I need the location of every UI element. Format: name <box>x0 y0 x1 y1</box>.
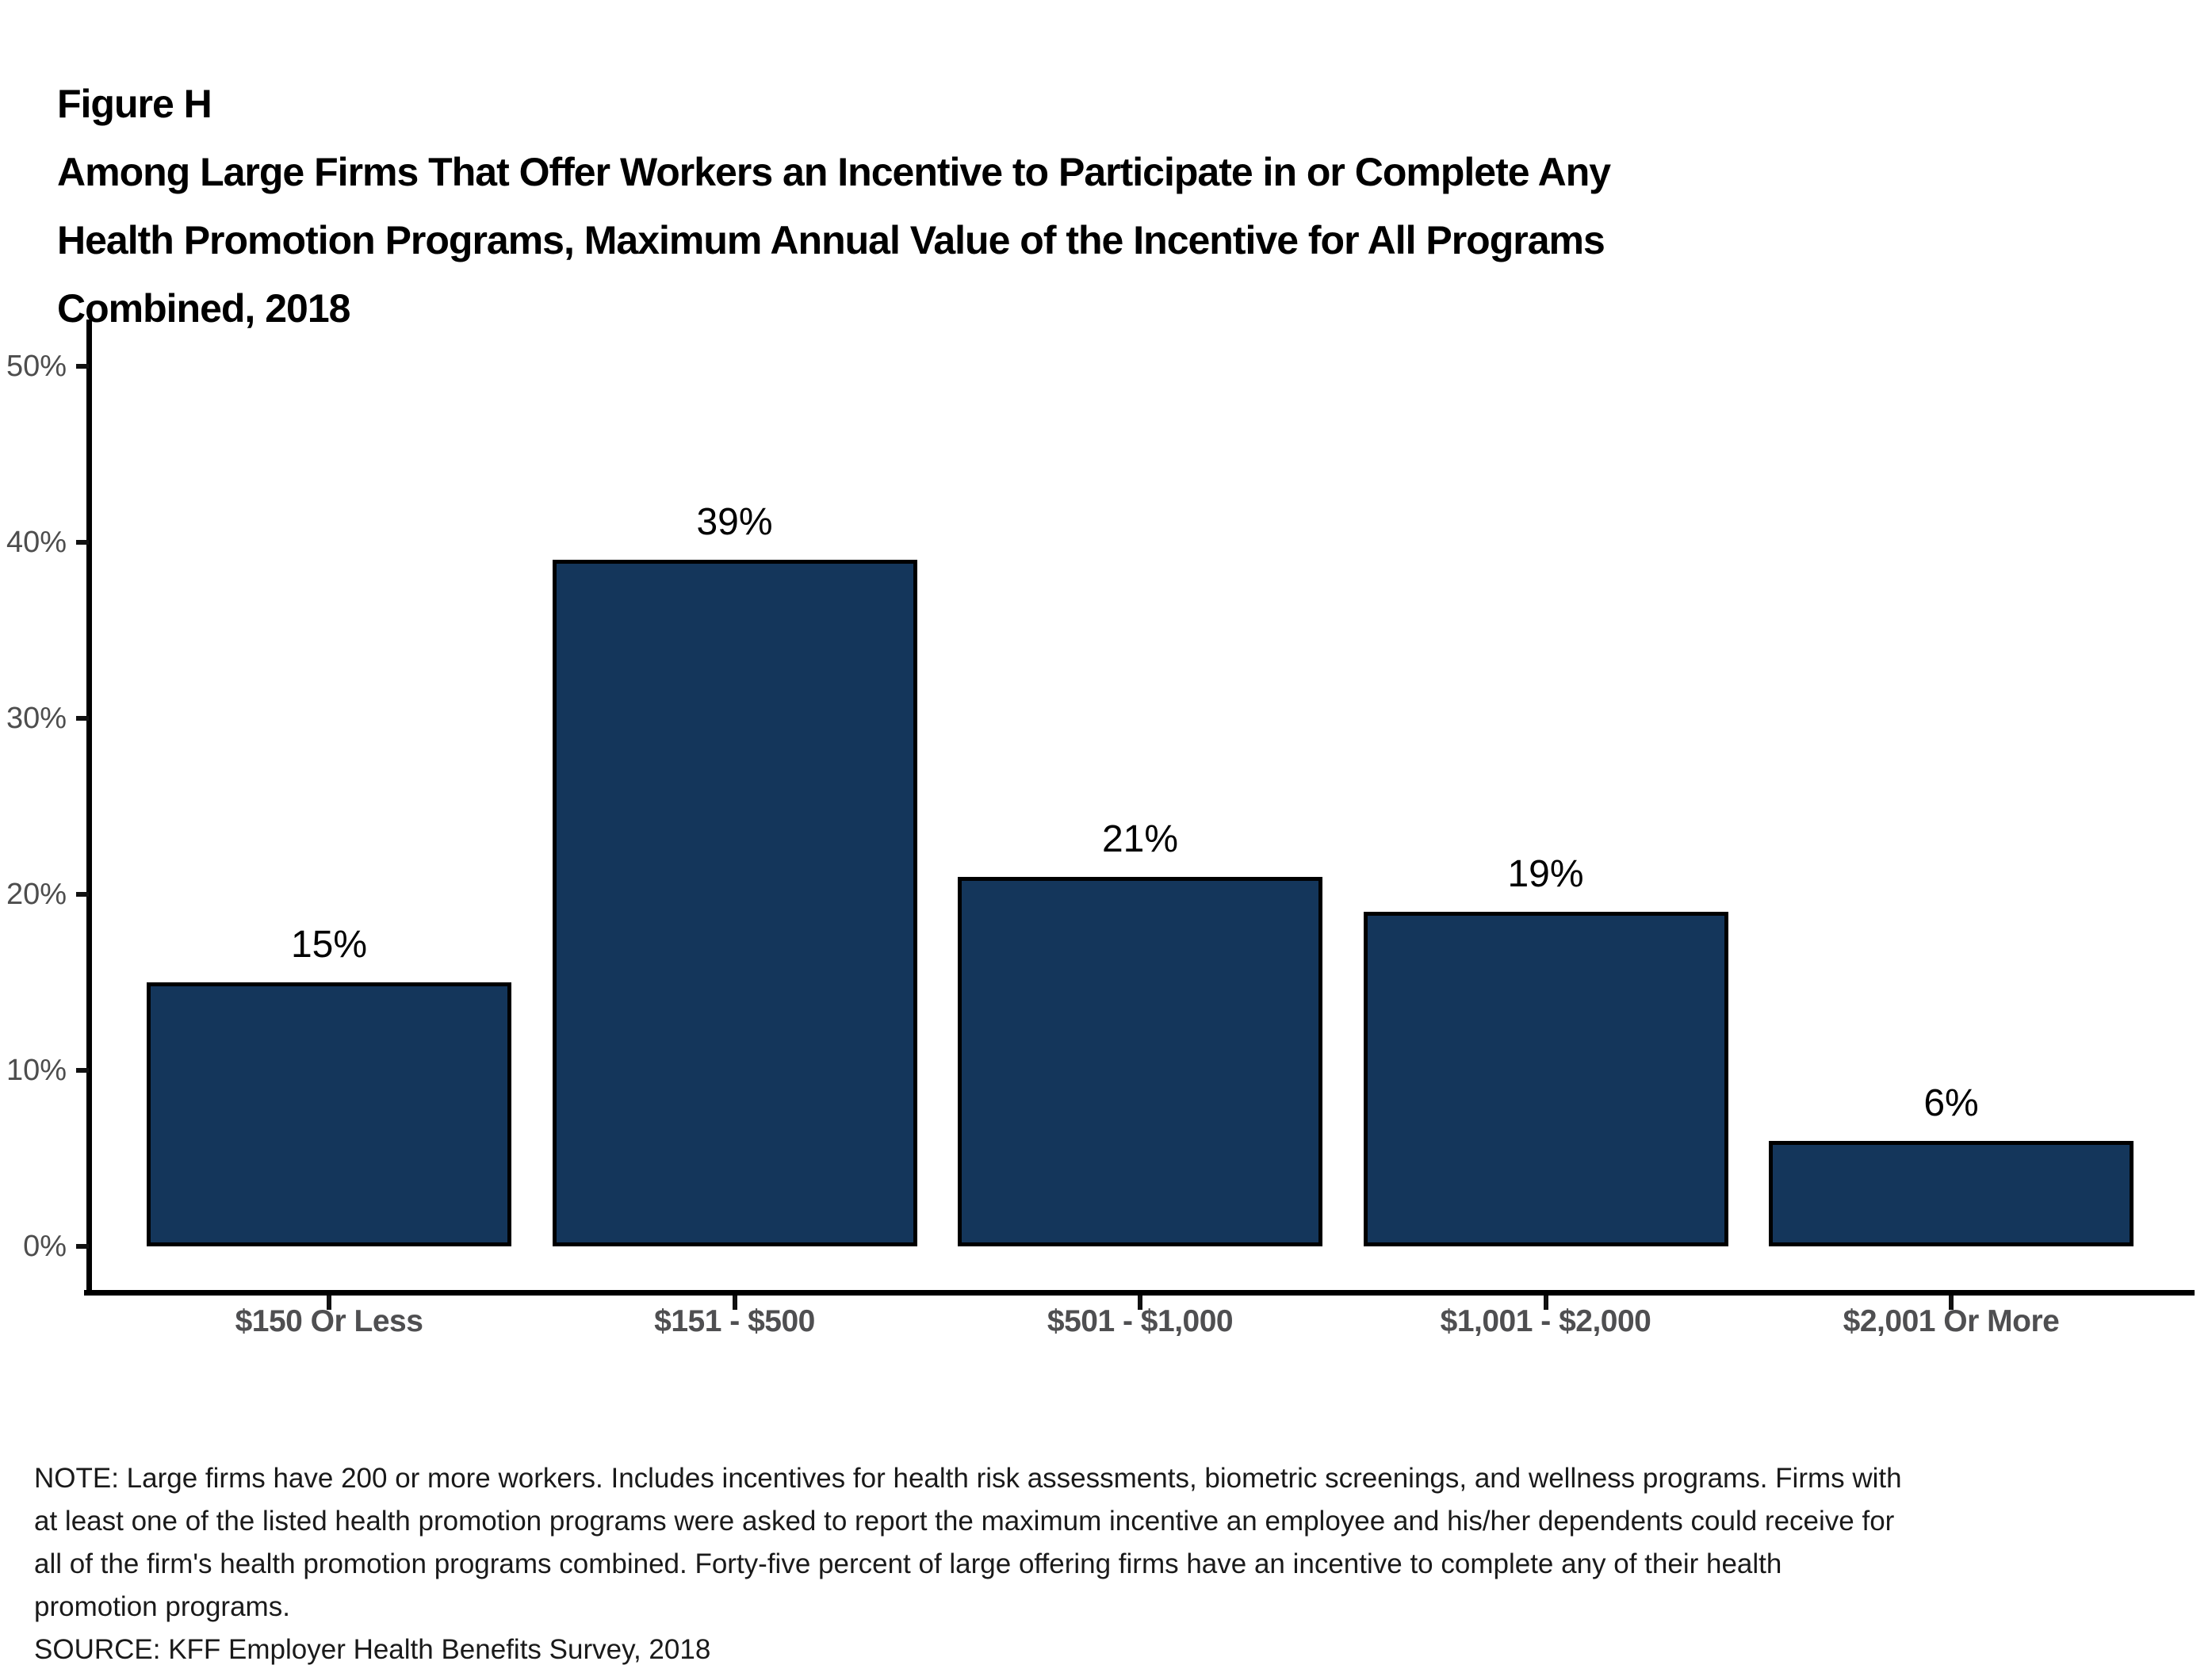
x-axis-tick <box>1543 1296 1548 1310</box>
x-axis-tick <box>732 1296 737 1310</box>
x-axis-line <box>84 1290 2195 1296</box>
y-tick-label: 40% <box>6 526 67 559</box>
x-tick-label: $501 - $1,000 <box>1047 1304 1234 1338</box>
x-tick-label: $2,001 Or More <box>1843 1304 2060 1338</box>
title-line-1: Among Large Firms That Offer Workers an … <box>57 150 1611 194</box>
figure-label: Figure H <box>57 82 212 126</box>
note-line-4: promotion programs. <box>34 1591 290 1622</box>
title-line-2: Health Promotion Programs, Maximum Annua… <box>57 218 1605 262</box>
x-tick-label: $150 Or Less <box>235 1304 423 1338</box>
bar-value-label: 39% <box>696 501 773 544</box>
bar <box>1363 912 1728 1246</box>
y-axis-tick <box>76 1244 89 1249</box>
y-axis-tick <box>76 716 89 721</box>
y-axis-tick <box>76 892 89 897</box>
y-axis-tick <box>76 1068 89 1073</box>
bar-value-label: 15% <box>290 924 368 966</box>
bar-value-label: 19% <box>1507 853 1584 896</box>
bar <box>1769 1140 2134 1246</box>
x-tick-label: $151 - $500 <box>654 1304 815 1338</box>
note-line-2: at least one of the listed health promot… <box>34 1506 1895 1537</box>
source-line: SOURCE: KFF Employer Health Benefits Sur… <box>34 1634 711 1665</box>
title-line-3: Combined, 2018 <box>57 286 350 331</box>
y-axis-tick <box>76 540 89 545</box>
y-tick-label: 50% <box>6 350 67 383</box>
y-tick-label: 20% <box>6 878 67 911</box>
title-block: Figure H Among Large Firms That Offer Wo… <box>57 70 1611 343</box>
y-tick-label: 30% <box>6 702 67 735</box>
x-axis-tick <box>327 1296 331 1310</box>
note-line-1: NOTE: Large firms have 200 or more worke… <box>34 1463 1902 1494</box>
bar <box>958 876 1322 1246</box>
x-axis-tick <box>1138 1296 1142 1310</box>
y-axis-tick <box>76 364 89 369</box>
bar <box>552 560 917 1246</box>
y-tick-label: 10% <box>6 1054 67 1087</box>
note-line-3: all of the firm's health promotion progr… <box>34 1548 1782 1579</box>
x-tick-label: $1,001 - $2,000 <box>1440 1304 1651 1338</box>
bar-value-label: 21% <box>1101 817 1179 860</box>
y-tick-label: 0% <box>23 1230 67 1263</box>
notes-block: NOTE: Large firms have 200 or more worke… <box>34 1457 1902 1665</box>
y-axis-line <box>86 320 92 1296</box>
x-axis-tick <box>1949 1296 1954 1310</box>
bar <box>147 982 511 1246</box>
bar-value-label: 6% <box>1923 1081 1979 1124</box>
